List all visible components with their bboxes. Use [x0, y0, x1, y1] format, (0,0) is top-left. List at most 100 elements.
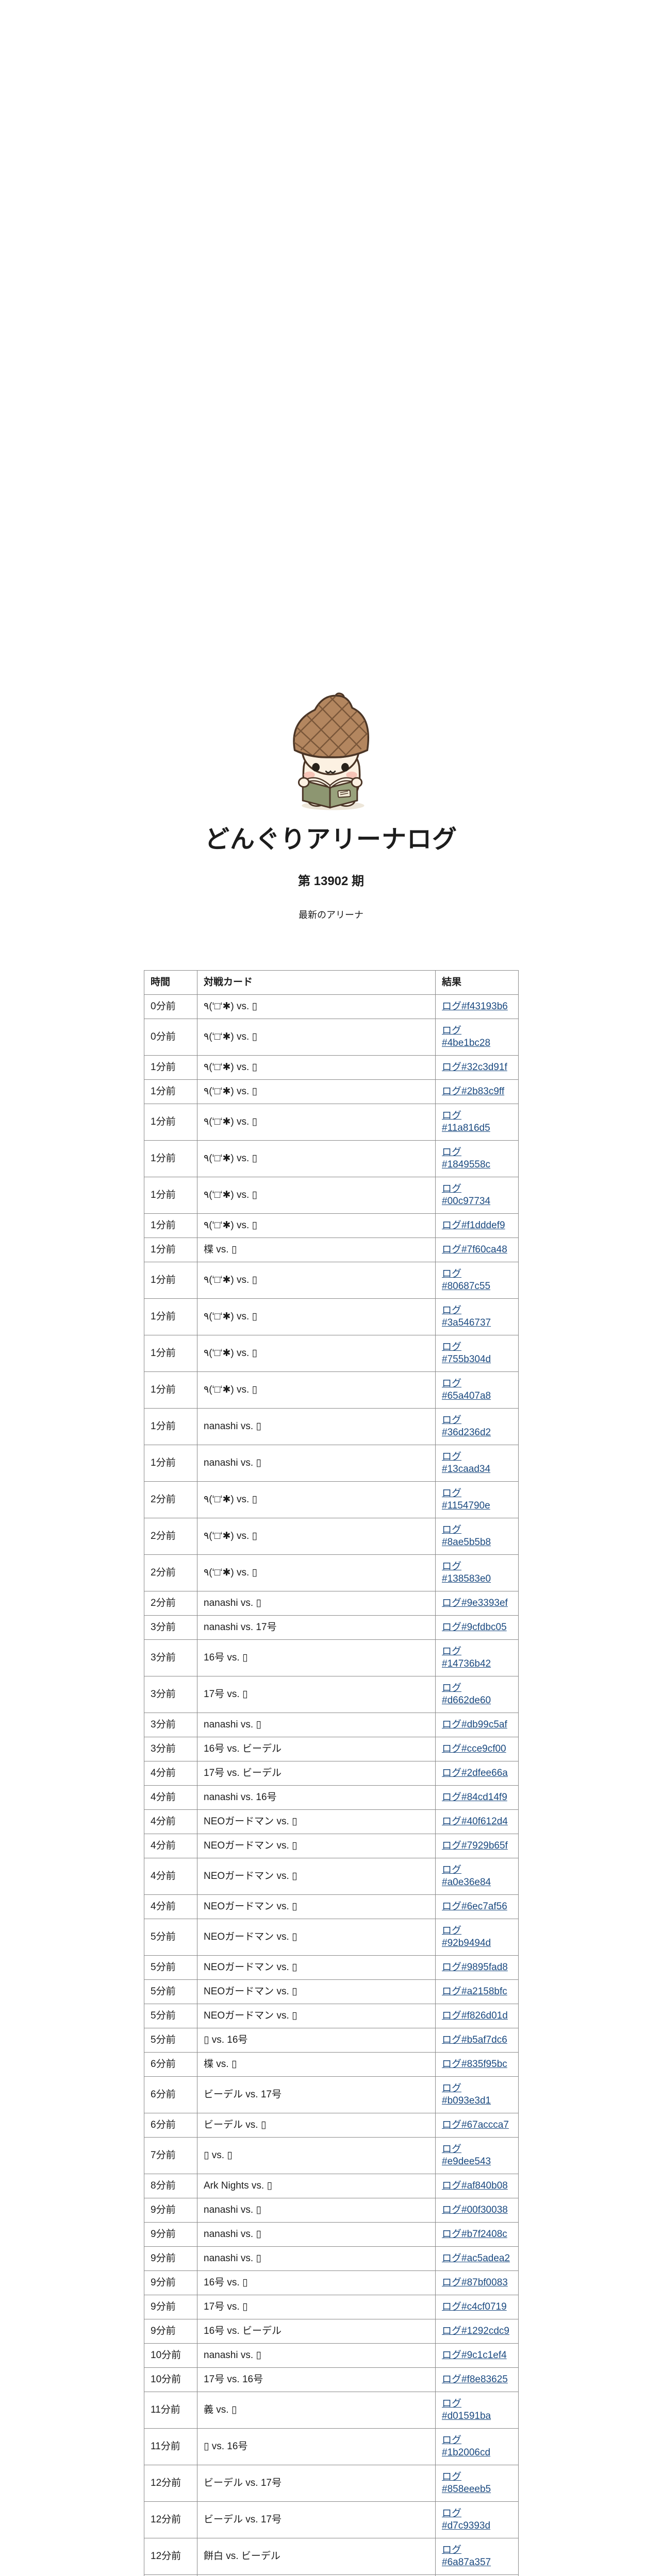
table-row: 6分前 ビーデル vs. 17号 ログ #b093e3d1: [144, 2076, 519, 2114]
log-link[interactable]: ログ#b5af7dc6: [442, 2035, 507, 2046]
match-card: ٩(‘□‘✱) vs. ▯: [197, 1055, 436, 1080]
table-row: 1分前 ٩(‘□‘✱) vs. ▯ ログ #80687c55: [144, 1262, 519, 1299]
match-time: 6分前: [144, 2076, 197, 2114]
table-row: 1分前 ٩(‘□‘✱) vs. ▯ ログ #65a407a8: [144, 1371, 519, 1409]
match-card: ▯ vs. ▯: [197, 2137, 436, 2175]
log-link[interactable]: ログ#6ec7af56: [442, 1901, 507, 1912]
log-link[interactable]: ログ #d7c9393d: [442, 2508, 491, 2532]
match-card: NEOガードマン vs. ▯: [197, 1979, 436, 2005]
log-link[interactable]: ログ #1b2006cd: [442, 2435, 491, 2459]
log-link[interactable]: ログ#f826d01d: [442, 2010, 508, 2022]
log-link[interactable]: ログ#40f612d4: [442, 1816, 508, 1827]
log-link[interactable]: ログ#f8e83625: [442, 2374, 508, 2385]
log-link[interactable]: ログ#835f95bc: [442, 2059, 507, 2070]
log-link[interactable]: ログ #138583e0: [442, 1561, 491, 1585]
log-hash: #7f60ca48: [461, 1244, 507, 1256]
latest-arena-label: 最新のアリーナ: [299, 910, 363, 921]
log-link[interactable]: ログ#87bf0083: [442, 2277, 508, 2289]
match-result: ログ #65a407a8: [435, 1371, 519, 1409]
match-card: nanashi vs. ▯: [197, 2198, 436, 2223]
log-hash: #af840b08: [461, 2180, 508, 2192]
match-card: nanashi vs. 16号: [197, 1785, 436, 1810]
log-hash: #b5af7dc6: [461, 2035, 507, 2046]
log-hash: #d7c9393d: [442, 2520, 491, 2532]
log-link[interactable]: ログ #858eeeb5: [442, 2471, 491, 2495]
match-time: 1分前: [144, 1213, 197, 1239]
log-link[interactable]: ログ #6a87a357: [442, 2545, 491, 2568]
log-link[interactable]: ログ #755b304d: [442, 1342, 491, 1365]
table-row: 3分前 16号 vs. ▯ ログ #14736b42: [144, 1639, 519, 1677]
log-link[interactable]: ログ#c4cf0719: [442, 2301, 507, 2313]
log-link[interactable]: ログ #3a546737: [442, 1305, 491, 1329]
log-link[interactable]: ログ#af840b08: [442, 2180, 508, 2192]
match-time: 0分前: [144, 994, 197, 1020]
match-result: ログ#db99c5af: [435, 1713, 519, 1738]
log-link[interactable]: ログ#32c3d91f: [442, 1062, 507, 1073]
log-link[interactable]: ログ#7929b65f: [442, 1840, 508, 1852]
log-link[interactable]: ログ#7f60ca48: [442, 1244, 507, 1256]
log-link[interactable]: ログ #8ae5b5b8: [442, 1524, 491, 1548]
log-hash: #f8e83625: [461, 2374, 508, 2385]
log-hash: #13caad34: [442, 1464, 491, 1475]
log-link[interactable]: ログ #e9dee543: [442, 2144, 491, 2167]
log-link[interactable]: ログ#cce9cf00: [442, 1743, 506, 1755]
match-result: ログ #858eeeb5: [435, 2465, 519, 2502]
match-time: 1分前: [144, 1262, 197, 1299]
log-hash: #2dfee66a: [461, 1768, 508, 1779]
match-result: ログ#87bf0083: [435, 2270, 519, 2296]
log-link[interactable]: ログ#9895fad8: [442, 1962, 508, 1973]
log-link[interactable]: ログ #1154790e: [442, 1488, 490, 1512]
log-link[interactable]: ログ#f43193b6: [442, 1001, 508, 1012]
table-row: 1分前 ٩(‘□‘✱) vs. ▯ ログ #1849558c: [144, 1140, 519, 1178]
table-row: 5分前 NEOガードマン vs. ▯ ログ#9895fad8: [144, 1955, 519, 1980]
table-row: 5分前 ▯ vs. 16号 ログ#b5af7dc6: [144, 2028, 519, 2053]
log-link[interactable]: ログ#84cd14f9: [442, 1792, 507, 1803]
match-result: ログ#7929b65f: [435, 1834, 519, 1859]
match-card: nanashi vs. ▯: [197, 1445, 436, 1482]
match-time: 5分前: [144, 1955, 197, 1980]
log-link[interactable]: ログ #4be1bc28: [442, 1025, 491, 1049]
log-link[interactable]: ログ #80687c55: [442, 1268, 491, 1292]
table-row: 1分前 ٩(‘□‘✱) vs. ▯ ログ #3a546737: [144, 1298, 519, 1336]
log-link[interactable]: ログ#f1dddef9: [442, 1220, 505, 1231]
log-link[interactable]: ログ#00f30038: [442, 2205, 508, 2216]
log-link[interactable]: ログ #00c97734: [442, 1183, 491, 1207]
log-link[interactable]: ログ#9cfdbc05: [442, 1622, 507, 1633]
match-result: ログ#835f95bc: [435, 2052, 519, 2077]
log-link[interactable]: ログ#9e3393ef: [442, 1598, 508, 1609]
log-link[interactable]: ログ #a0e36e84: [442, 1865, 491, 1888]
log-hash: #92b9494d: [442, 1938, 491, 1949]
match-card: 16号 vs. ビーデル: [197, 1737, 436, 1762]
match-card: Ark Nights vs. ▯: [197, 2174, 436, 2199]
log-link[interactable]: ログ#67accca7: [442, 2120, 509, 2131]
log-link[interactable]: ログ#1292cdc9: [442, 2326, 509, 2337]
log-link[interactable]: ログ #d01591ba: [442, 2398, 491, 2422]
log-link[interactable]: ログ #13caad34: [442, 1451, 491, 1475]
log-link[interactable]: ログ#9c1c1ef4: [442, 2350, 507, 2361]
page-title: どんぐりアリーナログ: [204, 826, 457, 853]
log-link[interactable]: ログ#b7f2408c: [442, 2229, 507, 2240]
log-hash: #f826d01d: [461, 2010, 508, 2022]
log-link[interactable]: ログ#ac5adea2: [442, 2253, 510, 2264]
log-link[interactable]: ログ#2b83c9ff: [442, 1086, 505, 1097]
log-link[interactable]: ログ #14736b42: [442, 1646, 491, 1670]
match-time: 2分前: [144, 1554, 197, 1592]
table-row: 12分前 ビーデル vs. 17号 ログ #858eeeb5: [144, 2465, 519, 2502]
table-row: 8分前 Ark Nights vs. ▯ ログ#af840b08: [144, 2174, 519, 2199]
match-result: ログ #d7c9393d: [435, 2501, 519, 2539]
log-link[interactable]: ログ #b093e3d1: [442, 2083, 491, 2107]
log-link[interactable]: ログ #d662de60: [442, 1683, 491, 1706]
log-link[interactable]: ログ#a2158bfc: [442, 1986, 507, 1997]
log-link[interactable]: ログ #65a407a8: [442, 1378, 491, 1402]
log-link[interactable]: ログ #11a816d5: [442, 1110, 490, 1134]
log-link[interactable]: ログ #1849558c: [442, 1147, 491, 1171]
log-link[interactable]: ログ #92b9494d: [442, 1925, 491, 1949]
log-link[interactable]: ログ #36d236d2: [442, 1415, 491, 1438]
log-hash: #138583e0: [442, 1573, 491, 1585]
table-row: 2分前 ٩(‘□‘✱) vs. ▯ ログ #8ae5b5b8: [144, 1518, 519, 1555]
log-link[interactable]: ログ#2dfee66a: [442, 1768, 508, 1779]
log-link[interactable]: ログ#db99c5af: [442, 1719, 507, 1731]
table-row: 10分前 nanashi vs. ▯ ログ#9c1c1ef4: [144, 2343, 519, 2368]
match-result: ログ#9e3393ef: [435, 1591, 519, 1616]
match-card: ٩(‘□‘✱) vs. ▯: [197, 1019, 436, 1056]
